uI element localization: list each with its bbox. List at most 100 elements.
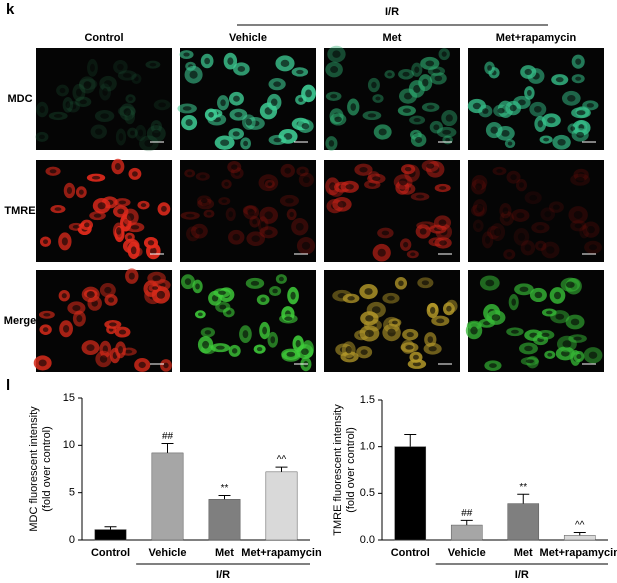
y-axis-label: (fold over control) [41, 426, 53, 512]
bar [265, 471, 298, 541]
nucleus [427, 336, 434, 343]
nucleus [75, 88, 82, 97]
group-label: I/R [385, 6, 399, 18]
nucleus [330, 94, 338, 99]
nucleus [371, 306, 381, 314]
nucleus [509, 104, 517, 112]
nucleus [519, 286, 529, 292]
nucleus [61, 293, 67, 299]
nucleus [123, 108, 131, 116]
bar [208, 499, 241, 541]
nucleus [402, 108, 411, 113]
nucleus [152, 286, 159, 290]
micrograph [36, 158, 172, 262]
micrograph [180, 160, 316, 262]
nucleus [529, 194, 538, 201]
nucleus [187, 171, 193, 176]
nucleus [206, 211, 212, 216]
nucleus [72, 225, 80, 229]
error-bar [104, 526, 117, 530]
nucleus [538, 243, 544, 249]
nucleus [403, 92, 413, 100]
nucleus [267, 182, 273, 186]
nucleus [562, 340, 572, 348]
nucleus [42, 327, 49, 333]
nucleus [289, 211, 294, 217]
nucleus [65, 101, 71, 109]
nucleus [97, 202, 106, 210]
nucleus [387, 328, 396, 337]
x-tick-label: Met [215, 547, 234, 559]
nucleus [134, 76, 139, 82]
nucleus [220, 99, 226, 107]
nucleus [199, 174, 206, 179]
nucleus [545, 310, 553, 315]
nucleus [485, 236, 491, 244]
nucleus [421, 280, 429, 286]
group-label: I/R [216, 569, 230, 581]
nucleus [399, 184, 406, 191]
nucleus [61, 237, 68, 246]
nucleus [541, 332, 550, 338]
nucleus [220, 139, 230, 146]
column-label: Met [383, 32, 402, 44]
nucleus [350, 103, 357, 111]
nucleus [576, 110, 586, 116]
nucleus [43, 239, 49, 244]
error-bar [573, 532, 586, 536]
nucleus [433, 124, 440, 131]
nucleus [278, 276, 284, 282]
nucleus [211, 294, 219, 302]
nucleus [502, 207, 509, 215]
nucleus [39, 134, 45, 140]
micrograph [465, 270, 604, 372]
nucleus [345, 184, 354, 190]
nucleus [247, 209, 255, 216]
x-tick-label: Vehicle [149, 547, 187, 559]
nucleus [491, 314, 501, 321]
nucleus [298, 97, 304, 103]
nucleus [378, 128, 387, 136]
x-tick-label: Met+rapamycin [540, 547, 617, 559]
nucleus [345, 346, 352, 354]
nucleus [517, 232, 525, 241]
error-bar [517, 493, 530, 504]
nucleus [367, 113, 377, 118]
micrograph [324, 160, 460, 262]
nucleus [184, 278, 192, 286]
nucleus [398, 280, 404, 287]
nucleus [204, 330, 212, 335]
x-tick-label: Met+rapamycin [241, 547, 322, 559]
nucleus [256, 347, 263, 352]
nucleus [70, 104, 77, 110]
nucleus [38, 359, 47, 367]
nucleus [126, 213, 135, 221]
nucleus [158, 102, 166, 108]
nucleus [534, 105, 542, 113]
nucleus [497, 107, 505, 114]
nucleus [439, 186, 447, 190]
nucleus [586, 103, 594, 108]
nucleus [283, 133, 293, 140]
column-label: Control [84, 32, 123, 44]
nucleus [245, 118, 252, 126]
nucleus [280, 59, 290, 67]
nucleus [100, 113, 109, 119]
nucleus [301, 348, 309, 356]
nucleus [185, 119, 193, 127]
nucleus [264, 211, 273, 220]
significance-label: ^^ [575, 520, 585, 531]
nucleus [425, 60, 435, 67]
nucleus [490, 126, 498, 134]
nucleus [534, 291, 543, 299]
nucleus [575, 76, 582, 81]
x-tick-label: Control [91, 547, 130, 559]
bar [394, 446, 427, 541]
nucleus [128, 96, 133, 101]
nucleus [413, 84, 421, 93]
nucleus [404, 166, 412, 172]
nucleus [589, 244, 597, 251]
nucleus [489, 363, 497, 368]
y-tick-label: 0.0 [360, 534, 375, 546]
